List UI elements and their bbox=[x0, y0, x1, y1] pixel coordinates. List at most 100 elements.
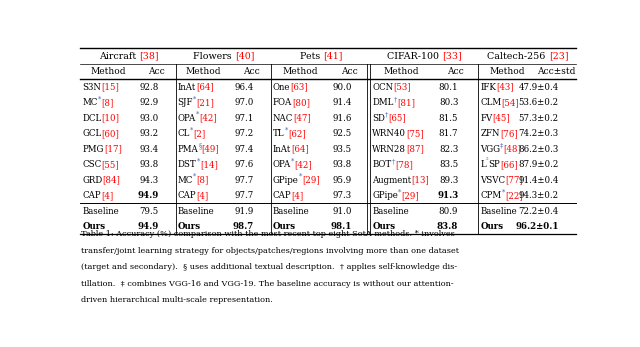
Text: 83.8: 83.8 bbox=[437, 222, 458, 231]
Text: 91.4: 91.4 bbox=[333, 98, 352, 107]
Text: 97.2: 97.2 bbox=[234, 129, 253, 138]
Text: [77]: [77] bbox=[506, 176, 523, 185]
Text: OCN: OCN bbox=[372, 83, 393, 92]
Text: [4]: [4] bbox=[101, 191, 113, 200]
Text: [8]: [8] bbox=[101, 98, 114, 107]
Text: 97.6: 97.6 bbox=[234, 160, 253, 169]
Text: (target and secondary).  § uses additional textual description.  † applies self-: (target and secondary). § uses additiona… bbox=[81, 263, 457, 271]
Text: NAC: NAC bbox=[273, 113, 293, 122]
Text: Baseline: Baseline bbox=[480, 206, 517, 215]
Text: transfer/joint learning strategy for objects/patches/regions involving more than: transfer/joint learning strategy for obj… bbox=[81, 247, 459, 255]
Text: [17]: [17] bbox=[104, 145, 122, 154]
Text: [65]: [65] bbox=[388, 113, 406, 122]
Text: 80.3: 80.3 bbox=[439, 98, 458, 107]
Text: 72.2±0.4: 72.2±0.4 bbox=[518, 206, 559, 215]
Text: OPA: OPA bbox=[273, 160, 291, 169]
Text: Acc: Acc bbox=[243, 67, 260, 76]
Text: [38]: [38] bbox=[139, 52, 159, 61]
Text: 81.5: 81.5 bbox=[439, 113, 458, 122]
Text: 94.9: 94.9 bbox=[137, 191, 159, 200]
Text: 47.9±0.4: 47.9±0.4 bbox=[518, 83, 559, 92]
Text: GPipe: GPipe bbox=[372, 191, 398, 200]
Text: *: * bbox=[193, 95, 196, 103]
Text: MC: MC bbox=[178, 176, 193, 185]
Text: 91.4±0.4: 91.4±0.4 bbox=[518, 176, 559, 185]
Text: CAP: CAP bbox=[178, 191, 196, 200]
Text: *: * bbox=[299, 173, 302, 181]
Text: 97.1: 97.1 bbox=[234, 113, 253, 122]
Text: Method: Method bbox=[384, 67, 419, 76]
Text: 98.7: 98.7 bbox=[232, 222, 253, 231]
Text: [47]: [47] bbox=[293, 113, 311, 122]
Text: [22]: [22] bbox=[505, 191, 522, 200]
Text: MC: MC bbox=[83, 98, 98, 107]
Text: InAt: InAt bbox=[178, 83, 196, 92]
Text: 93.5: 93.5 bbox=[333, 145, 352, 154]
Text: ²: ² bbox=[486, 157, 489, 165]
Text: 80.9: 80.9 bbox=[439, 206, 458, 215]
Text: FV: FV bbox=[480, 113, 493, 122]
Text: One: One bbox=[273, 83, 291, 92]
Text: OPA: OPA bbox=[178, 113, 196, 122]
Text: 57.3±0.2: 57.3±0.2 bbox=[518, 113, 559, 122]
Text: Acc±std: Acc±std bbox=[537, 67, 575, 76]
Text: †: † bbox=[394, 95, 397, 103]
Text: FOA: FOA bbox=[273, 98, 292, 107]
Text: S3N: S3N bbox=[83, 83, 101, 92]
Text: [13]: [13] bbox=[412, 176, 429, 185]
Text: VSVC: VSVC bbox=[480, 176, 506, 185]
Text: [29]: [29] bbox=[302, 176, 320, 185]
Text: 97.7: 97.7 bbox=[234, 191, 253, 200]
Text: CAP: CAP bbox=[273, 191, 292, 200]
Text: VGG: VGG bbox=[480, 145, 500, 154]
Text: [87]: [87] bbox=[406, 145, 424, 154]
Text: *: * bbox=[291, 157, 294, 165]
Text: [80]: [80] bbox=[292, 98, 310, 107]
Text: 89.3: 89.3 bbox=[439, 176, 458, 185]
Text: GRD: GRD bbox=[83, 176, 103, 185]
Text: 92.5: 92.5 bbox=[333, 129, 352, 138]
Text: 91.3: 91.3 bbox=[437, 191, 458, 200]
Text: [21]: [21] bbox=[196, 98, 214, 107]
Text: Method: Method bbox=[186, 67, 221, 76]
Text: 94.3±0.2: 94.3±0.2 bbox=[518, 191, 559, 200]
Text: Ours: Ours bbox=[480, 222, 504, 231]
Text: Baseline: Baseline bbox=[178, 206, 214, 215]
Text: driven hierarchical multi-scale representation.: driven hierarchical multi-scale represen… bbox=[81, 296, 273, 304]
Text: *: * bbox=[398, 188, 401, 196]
Text: ZFN: ZFN bbox=[480, 129, 500, 138]
Text: [64]: [64] bbox=[291, 145, 309, 154]
Text: §: § bbox=[198, 142, 202, 150]
Text: [43]: [43] bbox=[496, 83, 514, 92]
Text: SJF: SJF bbox=[178, 98, 193, 107]
Text: [76]: [76] bbox=[500, 129, 518, 138]
Text: [60]: [60] bbox=[102, 129, 120, 138]
Text: [78]: [78] bbox=[395, 160, 413, 169]
Text: [53]: [53] bbox=[393, 83, 411, 92]
Text: 82.3: 82.3 bbox=[439, 145, 458, 154]
Text: L: L bbox=[480, 160, 486, 169]
Text: [23]: [23] bbox=[548, 52, 568, 61]
Text: [33]: [33] bbox=[442, 52, 462, 61]
Text: Ours: Ours bbox=[178, 222, 201, 231]
Text: 98.1: 98.1 bbox=[331, 222, 352, 231]
Text: 96.2±0.1: 96.2±0.1 bbox=[515, 222, 559, 231]
Text: Augment: Augment bbox=[372, 176, 412, 185]
Text: CLM: CLM bbox=[480, 98, 501, 107]
Text: 80.1: 80.1 bbox=[438, 83, 458, 92]
Text: 81.7: 81.7 bbox=[439, 129, 458, 138]
Text: Baseline: Baseline bbox=[273, 206, 310, 215]
Text: DCL: DCL bbox=[83, 113, 102, 122]
Text: 93.4: 93.4 bbox=[140, 145, 159, 154]
Text: Ours: Ours bbox=[372, 222, 396, 231]
Text: Baseline: Baseline bbox=[83, 206, 119, 215]
Text: [75]: [75] bbox=[406, 129, 424, 138]
Text: Method: Method bbox=[282, 67, 317, 76]
Text: WRN28: WRN28 bbox=[372, 145, 406, 154]
Text: 97.4: 97.4 bbox=[234, 145, 253, 154]
Text: 86.2±0.3: 86.2±0.3 bbox=[518, 145, 559, 154]
Text: SD: SD bbox=[372, 113, 385, 122]
Text: [10]: [10] bbox=[102, 113, 120, 122]
Text: InAt: InAt bbox=[273, 145, 291, 154]
Text: Flowers: Flowers bbox=[193, 52, 235, 61]
